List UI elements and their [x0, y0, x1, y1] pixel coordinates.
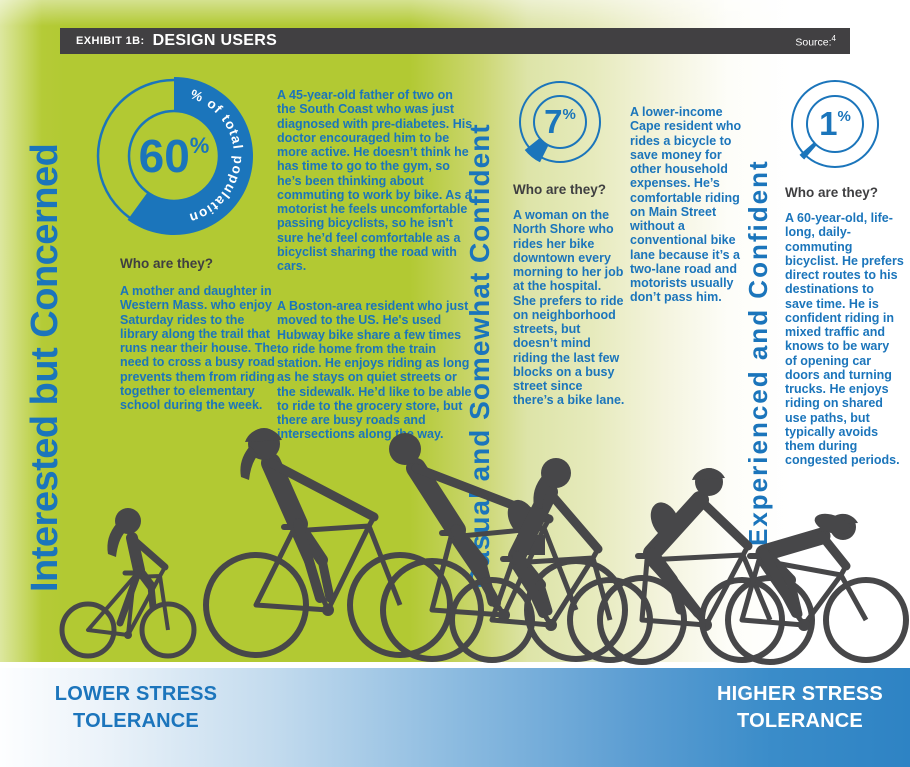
lower-stress-line2: TOLERANCE: [73, 710, 199, 732]
persona-mother-daughter: A mother and daughter in Western Mass. w…: [120, 284, 277, 412]
persona-father-south-coast: A 45-year-old father of two on the South…: [277, 88, 473, 273]
lower-stress-line1: LOWER STRESS: [54, 683, 218, 705]
higher-stress-label: HIGHER STRESS TOLERANCE: [710, 681, 890, 735]
left-light-fade: [0, 0, 42, 662]
svg-text:7%: 7%: [544, 103, 576, 140]
donut-chart-casual: 7%: [510, 72, 610, 172]
donut-chart-experienced: 1%: [783, 72, 887, 176]
stress-gradient-bar: [0, 668, 910, 767]
persona-daily-commuter: A 60-year-old, life-long, daily-commutin…: [785, 211, 904, 468]
higher-stress-line2: TOLERANCE: [737, 710, 863, 732]
persona-boston-resident: A Boston-area resident who just moved to…: [277, 299, 472, 442]
source-footnote-number: 4: [831, 33, 836, 43]
persona-north-shore-woman: A woman on the North Shore who rides her…: [513, 208, 625, 408]
vtitle-experienced-confident: Experienced and Confident: [743, 159, 773, 546]
source-note: Source:4: [795, 34, 836, 49]
top-light-fade: [0, 0, 910, 26]
who-heading-experienced: Who are they?: [785, 185, 879, 200]
donut-chart-interested: % of total population 60%: [90, 72, 258, 240]
lower-stress-label: LOWER STRESS TOLERANCE: [46, 681, 226, 735]
who-heading-casual: Who are they?: [513, 182, 607, 197]
exhibit-label: EXHIBIT 1B:: [76, 35, 145, 47]
exhibit-title: DESIGN USERS: [152, 32, 278, 49]
who-heading-interested: Who are they?: [120, 256, 214, 271]
svg-text:60%: 60%: [139, 130, 210, 182]
exhibit-header-bar: EXHIBIT 1B: DESIGN USERS Source:4: [60, 28, 850, 54]
vtitle-interested-but-concerned: Interested but Concerned: [24, 143, 66, 592]
source-label: Source:: [795, 36, 832, 49]
svg-text:1%: 1%: [819, 105, 851, 142]
persona-cape-resident: A lower-income Cape resident who rides a…: [630, 105, 742, 305]
higher-stress-line1: HIGHER STRESS: [717, 683, 883, 705]
